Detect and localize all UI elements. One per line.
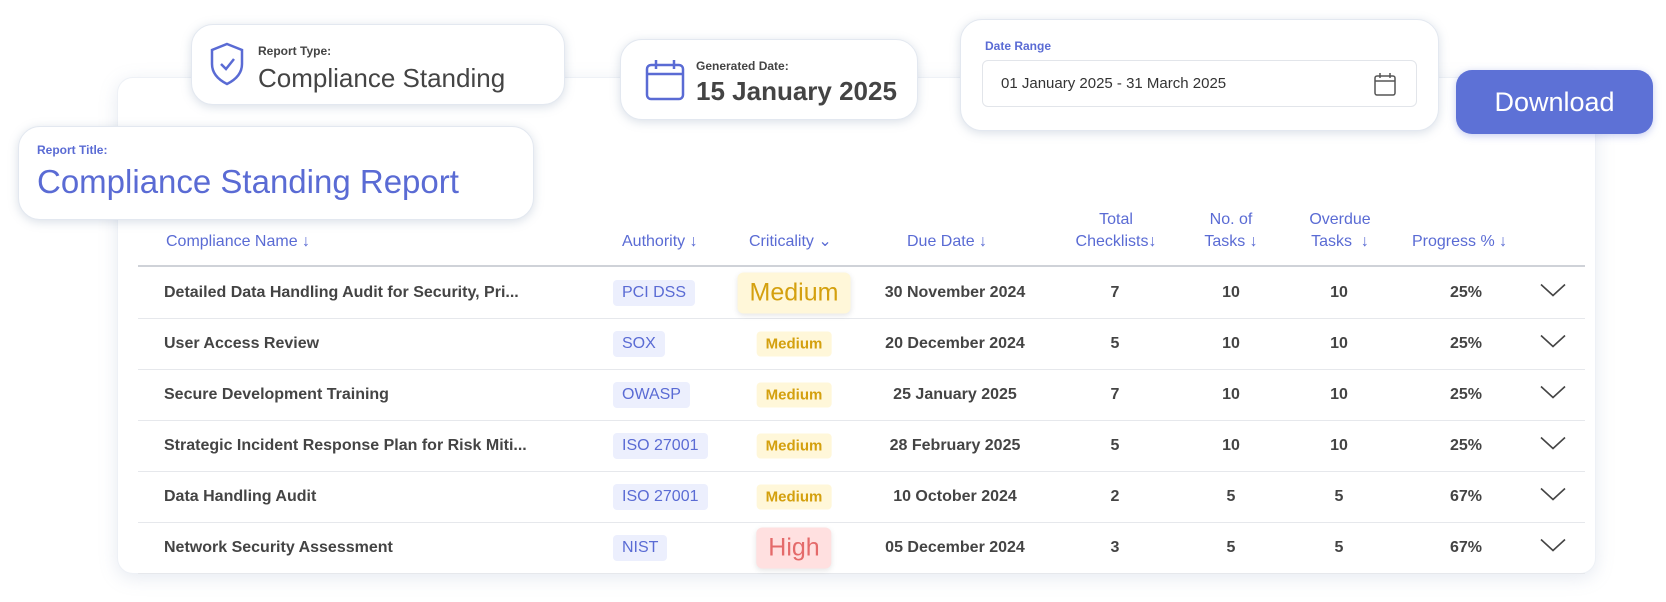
download-button[interactable]: Download bbox=[1456, 70, 1653, 134]
progress-cell: 25% bbox=[1449, 335, 1483, 352]
progress-cell: 25% bbox=[1449, 386, 1483, 403]
calendar-icon[interactable] bbox=[1374, 72, 1396, 100]
header-progress[interactable]: Progress % ↓ bbox=[1412, 233, 1508, 250]
report-title-card: Report Title: Compliance Standing Report bbox=[18, 126, 534, 220]
compliance-name: Network Security Assessment bbox=[164, 539, 393, 556]
date-range-input[interactable]: 01 January 2025 - 31 March 2025 bbox=[982, 60, 1417, 107]
checklists-cell: 5 bbox=[1110, 437, 1120, 454]
progress-cell: 67% bbox=[1449, 488, 1483, 505]
report-title-value: Compliance Standing Report bbox=[37, 163, 459, 200]
compliance-name: Data Handling Audit bbox=[164, 488, 317, 505]
overdue-cell: 5 bbox=[1334, 488, 1344, 505]
header-text: Tasks ↓ bbox=[1311, 233, 1369, 250]
header-divider bbox=[138, 265, 1585, 267]
generated-date-value: 15 January 2025 bbox=[696, 76, 897, 106]
header-text: Tasks ↓ bbox=[1204, 233, 1258, 250]
report-type-card: Report Type: Compliance Standing bbox=[191, 24, 565, 105]
expand-chevron-icon[interactable] bbox=[1540, 436, 1566, 456]
overdue-cell: 5 bbox=[1334, 539, 1344, 556]
criticality-badge: Medium bbox=[737, 272, 851, 314]
criticality-badge: Medium bbox=[756, 331, 832, 357]
tasks-cell: 5 bbox=[1226, 488, 1236, 505]
header-compliance-name[interactable]: Compliance Name ↓ bbox=[166, 233, 311, 250]
overdue-cell: 10 bbox=[1330, 386, 1348, 403]
table-row[interactable]: Detailed Data Handling Audit for Securit… bbox=[138, 268, 1585, 319]
date-range-label: Date Range bbox=[985, 39, 1052, 53]
progress-cell: 25% bbox=[1449, 284, 1483, 301]
report-type-value: Compliance Standing bbox=[258, 63, 506, 93]
due-date: 05 December 2024 bbox=[885, 539, 1025, 556]
date-range-value: 01 January 2025 - 31 March 2025 bbox=[1001, 75, 1227, 92]
expand-chevron-icon[interactable] bbox=[1540, 538, 1566, 558]
authority-badge: ISO 27001 bbox=[613, 484, 708, 510]
overdue-cell: 10 bbox=[1330, 437, 1348, 454]
header-text: No. of bbox=[1209, 211, 1253, 228]
expand-chevron-icon[interactable] bbox=[1540, 487, 1566, 507]
tasks-cell: 10 bbox=[1222, 437, 1240, 454]
tasks-cell: 10 bbox=[1222, 386, 1240, 403]
compliance-name: Strategic Incident Response Plan for Ris… bbox=[164, 437, 527, 454]
tasks-cell: 10 bbox=[1222, 284, 1240, 301]
report-title-label: Report Title: bbox=[37, 143, 108, 157]
authority-badge: NIST bbox=[613, 535, 668, 561]
table-row[interactable]: User Access Review SOX Medium 20 December 2… bbox=[138, 319, 1585, 370]
header-no-of-tasks[interactable]: No. of Tasks ↓ bbox=[1196, 209, 1266, 253]
criticality-badge: Medium bbox=[756, 433, 832, 459]
compliance-name: Detailed Data Handling Audit for Securit… bbox=[164, 284, 519, 301]
overdue-cell: 10 bbox=[1330, 335, 1348, 352]
authority-badge: OWASP bbox=[613, 382, 690, 408]
due-date: 10 October 2024 bbox=[893, 488, 1017, 505]
tasks-cell: 5 bbox=[1226, 539, 1236, 556]
tasks-cell: 10 bbox=[1222, 335, 1240, 352]
checklists-cell: 3 bbox=[1110, 539, 1120, 556]
progress-cell: 67% bbox=[1449, 539, 1483, 556]
authority-badge: ISO 27001 bbox=[613, 433, 708, 459]
header-due-date[interactable]: Due Date ↓ bbox=[907, 233, 988, 250]
compliance-name: Secure Development Training bbox=[164, 386, 389, 403]
due-date: 25 January 2025 bbox=[893, 386, 1017, 403]
header-text: Overdue bbox=[1309, 211, 1371, 228]
date-range-card: Date Range 01 January 2025 - 31 March 20… bbox=[960, 19, 1439, 131]
checklists-cell: 7 bbox=[1110, 386, 1120, 403]
header-criticality[interactable]: Criticality ⌄ bbox=[749, 233, 832, 250]
due-date: 30 November 2024 bbox=[884, 284, 1026, 301]
report-type-label: Report Type: bbox=[258, 44, 332, 58]
checklists-cell: 7 bbox=[1110, 284, 1120, 301]
header-text: Checklists↓ bbox=[1075, 233, 1157, 250]
expand-chevron-icon[interactable] bbox=[1540, 334, 1566, 354]
authority-badge: SOX bbox=[613, 331, 665, 357]
header-authority[interactable]: Authority ↓ bbox=[622, 233, 698, 250]
generated-date-label: Generated Date: bbox=[696, 59, 789, 73]
header-overdue-tasks[interactable]: Overdue Tasks ↓ bbox=[1295, 209, 1385, 253]
authority-badge: PCI DSS bbox=[613, 280, 696, 306]
table-row[interactable]: Secure Development Training OWASP Medium 25… bbox=[138, 370, 1585, 421]
table-row[interactable]: Network Security Assessment NIST High 05 De… bbox=[138, 523, 1585, 574]
checklists-cell: 5 bbox=[1110, 335, 1120, 352]
calendar-icon bbox=[645, 59, 685, 106]
expand-chevron-icon[interactable] bbox=[1540, 385, 1566, 405]
checklists-cell: 2 bbox=[1110, 488, 1120, 505]
header-text: Total bbox=[1099, 211, 1133, 228]
criticality-badge: High bbox=[756, 527, 832, 569]
compliance-name: User Access Review bbox=[164, 335, 320, 352]
due-date: 20 December 2024 bbox=[885, 335, 1025, 352]
header-total-checklists[interactable]: Total Checklists↓ bbox=[1062, 209, 1170, 253]
criticality-badge: Medium bbox=[756, 484, 832, 510]
generated-date-card: Generated Date: 15 January 2025 bbox=[620, 39, 918, 120]
criticality-badge: Medium bbox=[756, 382, 832, 408]
table-row[interactable]: Data Handling Audit ISO 27001 Medium 10 Oct… bbox=[138, 472, 1585, 523]
progress-cell: 25% bbox=[1449, 437, 1483, 454]
table-row[interactable]: Strategic Incident Response Plan for Ris… bbox=[138, 421, 1585, 472]
shield-check-icon bbox=[209, 42, 245, 91]
overdue-cell: 10 bbox=[1330, 284, 1348, 301]
due-date: 28 February 2025 bbox=[889, 437, 1021, 454]
expand-chevron-icon[interactable] bbox=[1540, 283, 1566, 303]
